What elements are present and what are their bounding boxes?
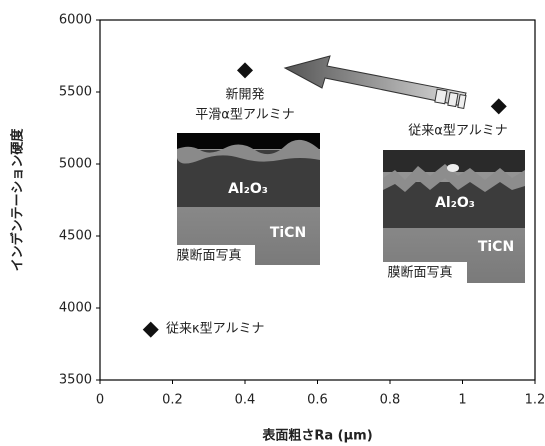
point [143,322,159,338]
annotation: 新開発 [225,87,264,103]
x-tick-label: 0.2 [162,393,183,408]
x-tick-label: 0 [96,393,104,408]
annotation: 従来α型アルミナ [408,124,507,139]
x-tick-label: 0.4 [235,393,256,408]
chart: 0 0.2 0.4 0.6 0.8 1 1.2 3500 4000 4500 5000 5500 600… [0,0,545,446]
inset-caption: 膜断面写真 [387,266,452,281]
x-tick-label: 1.2 [525,393,545,408]
annotation: 従来κ型アルミナ [166,322,265,337]
y-tick-label: 5500 [59,85,92,100]
arrow [285,56,466,108]
layer-label: TiCN [270,225,306,241]
layer-label: TiCN [478,239,514,255]
y-axis-title: インデンテーション硬度 [10,128,26,272]
y-tick-label: 6000 [59,13,92,28]
x-tick-label: 0.8 [380,393,401,408]
point [237,62,253,78]
y-tick-label: 4000 [59,301,92,316]
y-tick-label: 5000 [59,157,92,172]
layer-label: Al₂O₃ [435,195,475,211]
layer-label: Al₂O₃ [228,181,268,197]
x-tick-label: 0.6 [307,393,328,408]
inset-caption: 膜断面写真 [176,249,241,264]
y-tick-label: 3500 [59,373,92,388]
x-axis-title: 表面粗さRa (μm) [261,428,372,444]
y-tick-label: 4500 [59,229,92,244]
annotation: 平滑α型アルミナ [195,108,294,123]
x-tick-label: 1 [458,393,466,408]
point [491,98,507,114]
